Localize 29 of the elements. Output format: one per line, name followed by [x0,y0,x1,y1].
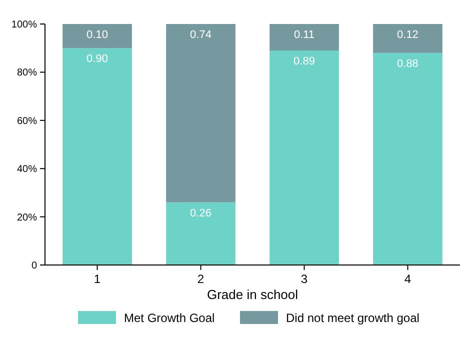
data-label: 0.12 [397,29,418,41]
bar [62,48,132,265]
bar [373,52,442,265]
y-tick-label: 60% [16,116,38,127]
x-tick-label: 2 [197,272,204,286]
y-tick-label: 80% [16,68,38,79]
y-tick-label: 100% [11,20,38,30]
bar [166,24,236,202]
data-label: 0.89 [294,56,315,68]
data-label: 0.74 [190,29,212,41]
y-tick-label: 20% [16,212,38,224]
y-tick-label: 40% [16,164,38,176]
x-tick-label: 1 [94,272,101,286]
x-tick-label: 4 [404,272,412,286]
data-label: 0.11 [294,29,315,41]
x-tick-label: 3 [300,272,308,286]
bar [166,202,236,265]
bar [270,24,339,51]
data-label: 0.10 [86,29,108,41]
y-tick-label: 0 [31,260,38,272]
bar [373,24,442,53]
x-axis-title: Grade in school [206,287,298,302]
data-label: 0.90 [86,53,108,66]
legend-label: Did not meet growth goal [286,311,420,326]
data-label: 0.26 [190,207,212,220]
data-label: 0.88 [397,58,418,70]
legend-label: Met Growth Goal [124,311,215,326]
bar [270,50,339,265]
bar [62,24,132,48]
